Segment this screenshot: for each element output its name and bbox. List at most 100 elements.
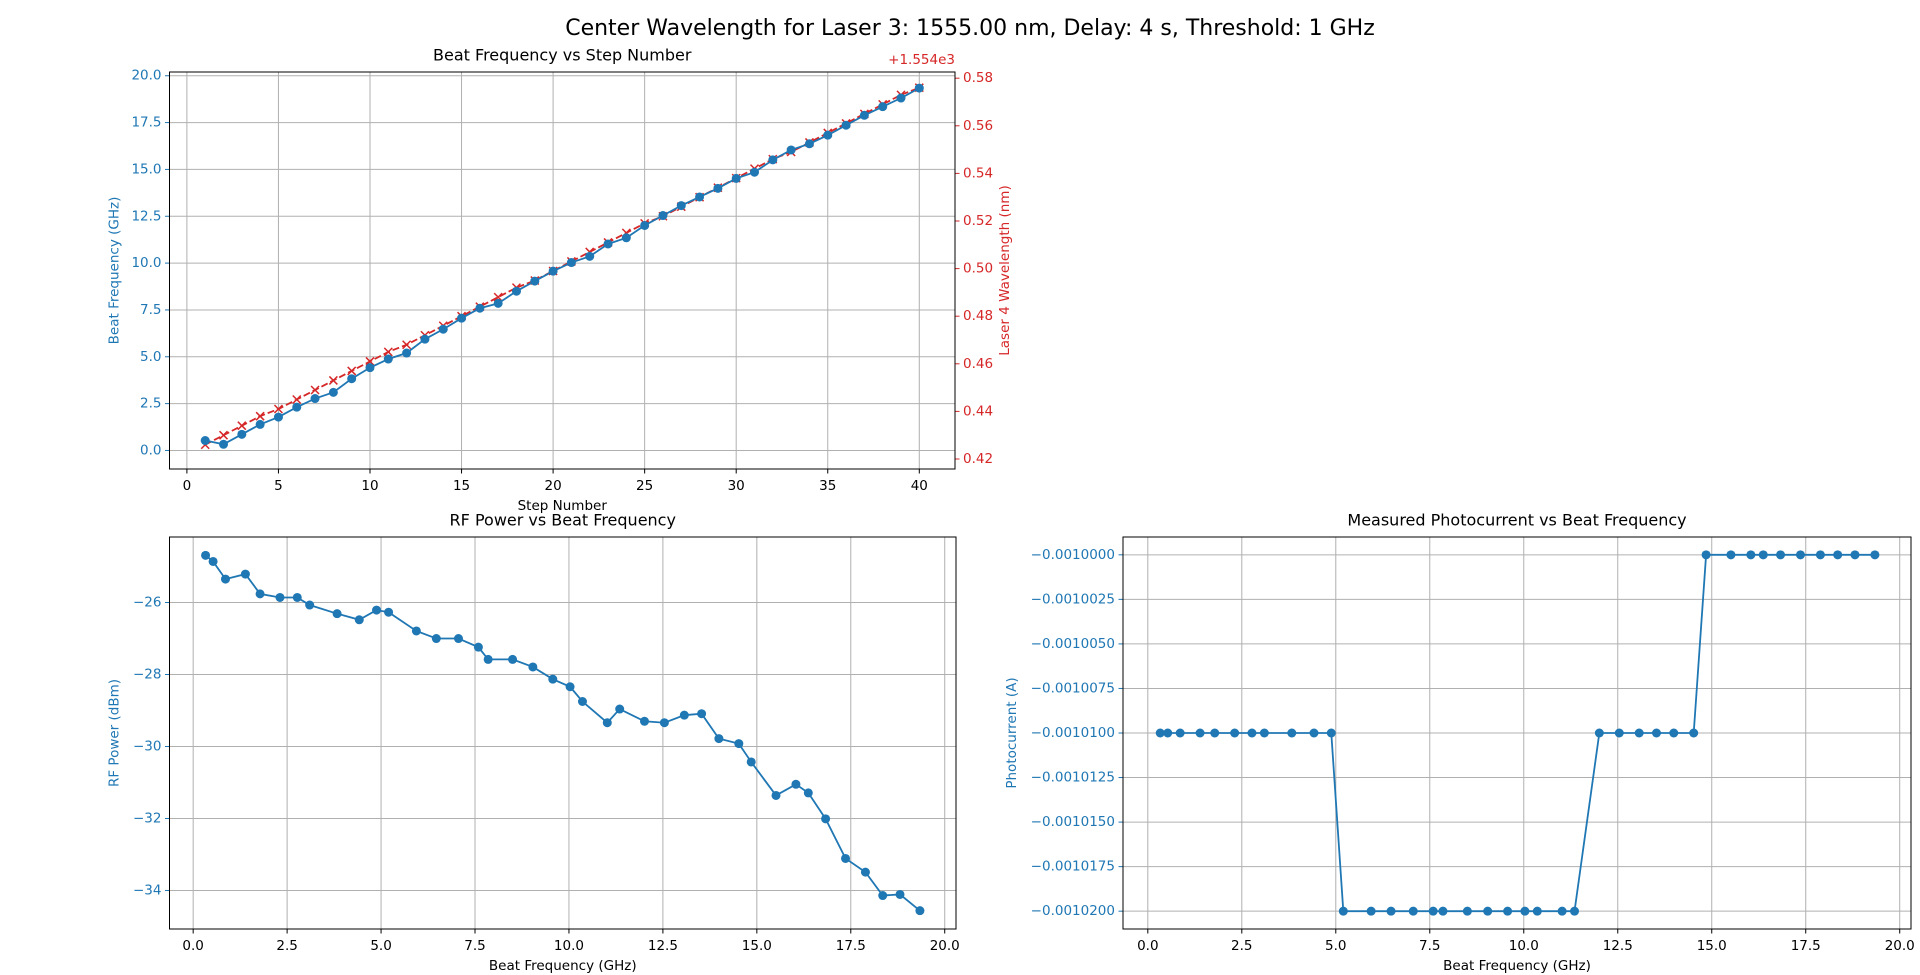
y2-offset-label: +1.554e3 (888, 52, 955, 68)
x-axis-label: Beat Frequency (GHz) (489, 958, 637, 974)
point-marker (746, 757, 756, 767)
point-marker (453, 634, 463, 644)
x-marker (273, 404, 283, 414)
point-marker (219, 439, 229, 449)
point-marker (1594, 728, 1604, 738)
subplot-title: RF Power vs Beat Frequency (450, 511, 676, 530)
point-marker (585, 251, 595, 261)
x-tick-label: 2.5 (1231, 938, 1252, 954)
point-marker (768, 155, 778, 165)
point-marker (771, 790, 781, 800)
point-marker (508, 654, 518, 664)
point-marker (372, 605, 382, 615)
figure-title: Center Wavelength for Laser 3: 1555.00 n… (565, 16, 1375, 41)
point-marker (1726, 550, 1736, 560)
y-tick-label: 17.5 (131, 115, 161, 131)
x-marker (310, 385, 320, 395)
point-marker (475, 303, 485, 313)
point-marker (895, 889, 905, 899)
point-marker (483, 654, 493, 664)
point-marker (679, 710, 689, 720)
x-tick-label: 17.5 (836, 938, 866, 954)
point-marker (1850, 550, 1860, 560)
x-tick-label: 30 (728, 478, 745, 494)
point-marker (713, 183, 723, 193)
point-marker (915, 906, 925, 916)
y-tick-label: −28 (133, 667, 162, 683)
x-marker (402, 340, 412, 350)
y-tick-label: −0.0010100 (1031, 725, 1115, 741)
y2-tick-label: 0.54 (963, 165, 993, 181)
point-marker (528, 662, 538, 672)
point-marker (208, 556, 218, 566)
y-tick-label: −0.0010175 (1031, 859, 1115, 875)
point-marker (431, 634, 441, 644)
point-marker (1483, 906, 1493, 916)
point-marker (1163, 728, 1173, 738)
point-marker (220, 574, 230, 584)
point-marker (841, 120, 851, 130)
point-marker (1557, 906, 1567, 916)
point-marker (255, 589, 265, 599)
y-tick-label: −26 (133, 595, 162, 611)
point-marker (548, 674, 558, 684)
x-tick-label: 15 (453, 478, 470, 494)
point-marker (292, 592, 302, 602)
point-marker (791, 779, 801, 789)
x-tick-label: 2.5 (276, 938, 297, 954)
x-tick-label: 0 (183, 478, 192, 494)
axes-frame (1122, 536, 1912, 930)
point-marker (310, 394, 320, 404)
point-marker (1247, 728, 1257, 738)
x-tick-label: 0.0 (182, 938, 203, 954)
y2-tick-label: 0.46 (963, 356, 993, 372)
point-marker (659, 718, 669, 728)
point-marker (1462, 906, 1472, 916)
point-marker (695, 192, 705, 202)
point-marker (332, 609, 342, 619)
point-marker (1634, 728, 1644, 738)
y2-axis-label: Laser 4 Wavelength (nm) (997, 185, 1013, 355)
y2-tick-label: 0.42 (963, 451, 993, 467)
y-tick-label: 15.0 (131, 161, 161, 177)
point-marker (438, 324, 448, 334)
x-tick-label: 15.0 (742, 938, 772, 954)
x-tick-label: 20.0 (930, 938, 960, 954)
point-marker (1428, 906, 1438, 916)
y-tick-label: 0.0 (140, 442, 161, 458)
point-marker (354, 615, 364, 625)
point-marker (1408, 906, 1418, 916)
point-marker (255, 419, 265, 429)
point-marker (1259, 728, 1269, 738)
y2-tick-label: 0.56 (963, 118, 993, 134)
point-marker (305, 600, 315, 610)
point-marker (384, 607, 394, 617)
point-marker (803, 788, 813, 798)
y-tick-label: −34 (133, 882, 162, 898)
point-marker (237, 429, 247, 439)
series-line (1160, 553, 1875, 913)
y-tick-label: −0.0010075 (1031, 680, 1115, 696)
point-marker (1701, 550, 1711, 560)
point-marker (411, 626, 421, 636)
x-marker (328, 375, 338, 385)
point-marker (1438, 906, 1448, 916)
point-marker (275, 592, 285, 602)
point-marker (565, 682, 575, 692)
point-marker (473, 642, 483, 652)
y-tick-label: −32 (133, 810, 162, 826)
point-marker (201, 550, 211, 560)
point-marker (731, 173, 741, 183)
point-marker (639, 716, 649, 726)
y-tick-label: −30 (133, 738, 162, 754)
point-marker (1520, 906, 1530, 916)
point-marker (1155, 728, 1165, 738)
point-marker (621, 233, 631, 243)
x-tick-label: 20.0 (1885, 938, 1915, 954)
x-tick-label: 20 (545, 478, 562, 494)
x-tick-label: 17.5 (1791, 938, 1821, 954)
y-tick-label: 12.5 (131, 208, 161, 224)
point-marker (804, 139, 814, 149)
point-marker (1309, 728, 1319, 738)
